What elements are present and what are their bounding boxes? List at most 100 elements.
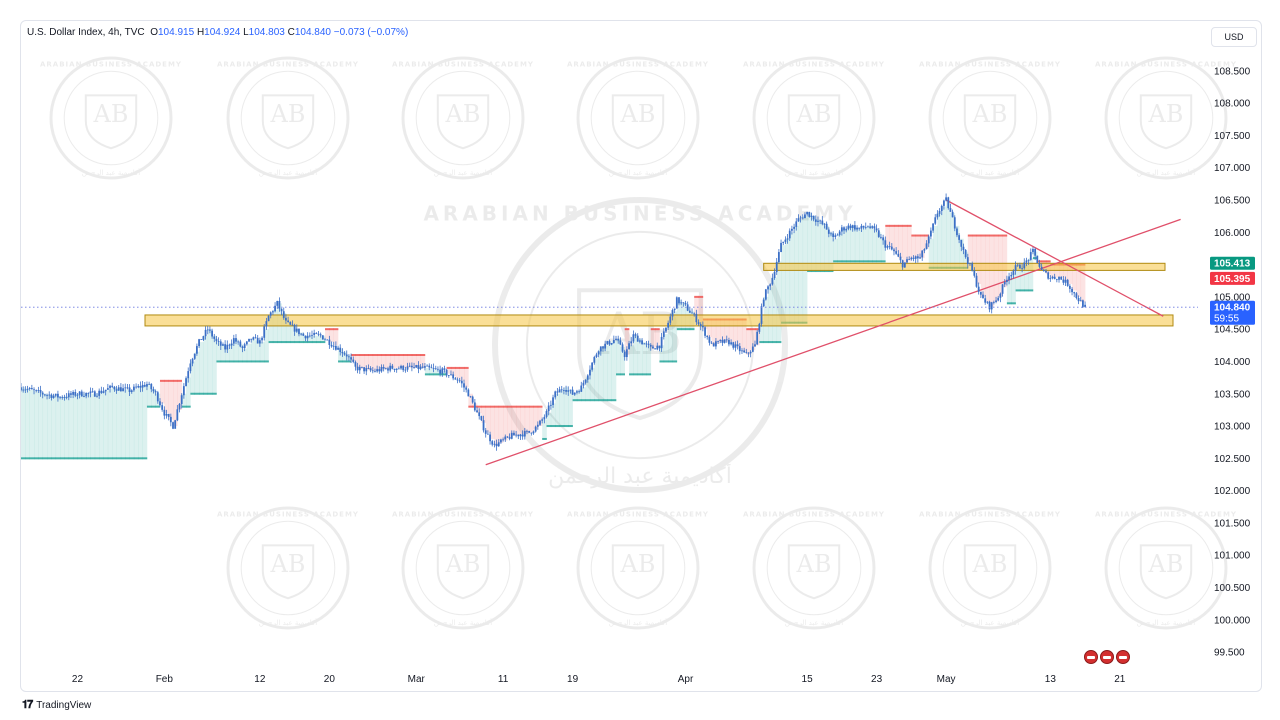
candle-body — [995, 300, 997, 302]
candle-body — [278, 300, 281, 309]
cloud-segment — [811, 216, 817, 272]
cloud-edge — [64, 457, 70, 460]
cloud-edge — [655, 328, 660, 331]
cloud-segment — [859, 229, 864, 262]
support-zone[interactable] — [144, 314, 1174, 327]
cloud-edge — [151, 405, 156, 408]
y-tick-label: 106.500 — [1214, 196, 1251, 207]
candle-body — [445, 369, 448, 376]
candle-body — [371, 370, 374, 372]
candle-body — [228, 344, 231, 346]
cloud-edge — [311, 341, 317, 344]
currency-button[interactable]: USD — [1211, 27, 1257, 47]
candle-body — [104, 389, 107, 392]
cloud-segment — [364, 355, 369, 370]
candle-body — [843, 227, 845, 231]
candle-body — [936, 213, 939, 218]
y-tick-label: 106.000 — [1214, 228, 1251, 239]
cloud-edge — [511, 405, 517, 408]
candle-body — [667, 322, 670, 328]
candle-body — [109, 385, 111, 389]
candle-body — [595, 354, 598, 358]
cloud-segment — [233, 338, 239, 362]
candle-body — [46, 394, 48, 396]
economic-events[interactable] — [1084, 650, 1130, 664]
cloud-segment — [511, 406, 517, 436]
cloud-edge — [364, 354, 369, 356]
candle-body — [295, 328, 298, 332]
candle-body — [867, 226, 869, 228]
candle-body — [434, 368, 437, 370]
cloud-segment — [251, 338, 256, 362]
candle-body — [202, 336, 205, 340]
cloud-segment — [941, 206, 947, 268]
cloud-edge — [142, 457, 148, 460]
candle-body — [102, 391, 105, 393]
cloud-segment — [238, 343, 243, 362]
candle-body — [604, 343, 607, 349]
candle-body — [391, 365, 394, 369]
candle-body — [786, 238, 789, 240]
candle-body — [612, 340, 615, 344]
candle-body — [269, 312, 272, 316]
cloud-segment — [928, 238, 934, 268]
price-axis[interactable]: 108.500 108.000 107.500 107.000 106.500 106.0… — [1210, 66, 1255, 659]
support-zone[interactable] — [763, 262, 1166, 271]
candle-body — [302, 333, 305, 336]
cloud-edge — [915, 234, 921, 237]
trendline[interactable] — [945, 199, 1164, 317]
candle-body — [400, 365, 402, 369]
cloud-edge — [207, 392, 213, 395]
candle-body — [1034, 248, 1037, 256]
candle-body — [352, 359, 355, 362]
cloud-segment — [624, 329, 630, 355]
candle-body — [938, 211, 941, 214]
cloud-edge — [633, 373, 639, 376]
symbol-name[interactable]: U.S. Dollar Index, 4h, TVC — [27, 27, 145, 38]
candle-body — [745, 352, 748, 354]
cloud-segment — [907, 225, 912, 262]
trendline[interactable] — [485, 218, 1181, 466]
us-flag-icon[interactable] — [1084, 650, 1098, 664]
candle-body — [328, 339, 331, 345]
candle-body — [1025, 260, 1028, 263]
time-axis[interactable]: 22 Feb 12 20 Mar 11 19 Apr 15 23 May 13 21 — [72, 674, 1126, 685]
chart-frame[interactable] — [20, 20, 1262, 692]
cloud-segment — [481, 406, 487, 423]
cloud-segment — [959, 238, 964, 268]
us-flag-icon[interactable] — [1100, 650, 1114, 664]
candle-body — [1010, 274, 1013, 277]
change-value: −0.073 (−0.07%) — [333, 27, 409, 38]
candle-body — [532, 431, 535, 434]
us-flag-icon[interactable] — [1116, 650, 1130, 664]
plot-area[interactable] — [20, 193, 1181, 466]
candle-body — [176, 409, 179, 421]
cloud-segment — [120, 388, 126, 459]
candle-body — [552, 397, 554, 405]
candle-body — [956, 228, 958, 236]
candle-body — [534, 426, 537, 432]
candle-body — [237, 341, 240, 343]
candle-body — [332, 345, 335, 347]
candle-body — [817, 220, 819, 222]
candle-body — [582, 382, 585, 386]
candle-body — [710, 342, 713, 344]
candle-body — [83, 396, 85, 398]
candle-body — [1058, 276, 1060, 280]
candle-body — [947, 197, 950, 209]
candle-body — [261, 337, 263, 341]
candle-body — [502, 439, 504, 441]
cloud-segment — [746, 329, 751, 355]
cloud-segment — [854, 227, 860, 262]
tradingview-brand[interactable]: 𝟏𝟕 TradingView — [22, 699, 91, 712]
candle-body — [589, 369, 591, 376]
candle-body — [795, 221, 798, 227]
candle-body — [1084, 304, 1086, 307]
candle-body — [421, 366, 424, 368]
cloud-segment — [694, 296, 699, 317]
cloud-segment — [1011, 272, 1016, 304]
cloud-edge — [394, 354, 400, 356]
cloud-edge — [993, 234, 999, 237]
cloud-edge — [433, 373, 439, 376]
